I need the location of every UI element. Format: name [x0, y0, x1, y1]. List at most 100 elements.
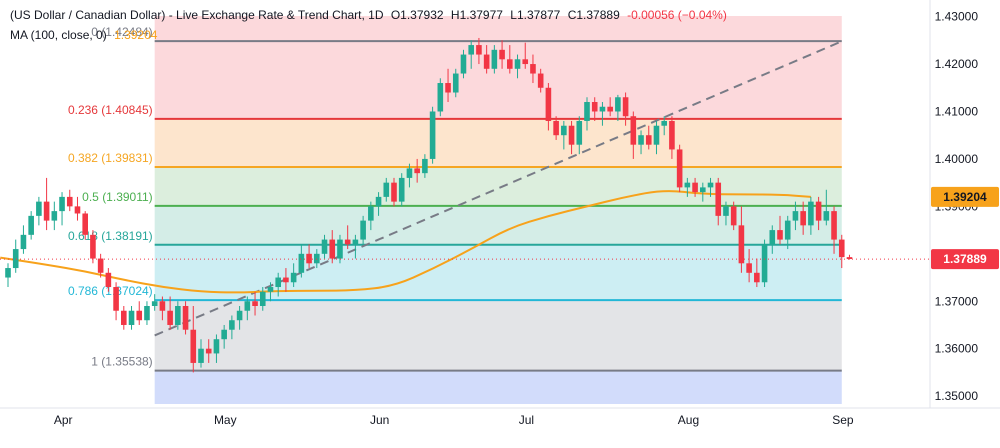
candle-body [414, 168, 420, 174]
candle-body [754, 272, 760, 283]
candle-body [406, 168, 413, 178]
candle [730, 201, 737, 231]
candle [290, 263, 297, 288]
candle [700, 182, 706, 202]
candle-body [607, 106, 613, 112]
fib-zone [154, 166, 842, 206]
candle-body [684, 182, 691, 188]
candle [51, 201, 58, 231]
candle [669, 116, 675, 159]
candle-body [738, 225, 745, 264]
fib-level-label: 0.382 (1.39831) [68, 151, 153, 165]
candle-body [561, 125, 567, 136]
candle [507, 45, 513, 74]
price-tick-label: 1.36000 [935, 342, 979, 356]
candle [205, 339, 212, 363]
ma-price-tag-label: 1.39204 [943, 190, 987, 204]
candle [298, 244, 305, 278]
ma-legend-label: MA (100, close, 0) [10, 28, 107, 42]
candle-body [383, 182, 390, 197]
candle [159, 296, 166, 321]
ma-legend[interactable]: MA (100, close, 0) 1.39204 [10, 28, 161, 42]
candle [476, 37, 482, 65]
candle [622, 92, 629, 126]
candle-body [82, 213, 88, 235]
candle-body [584, 102, 590, 121]
candle [198, 339, 204, 368]
candle [175, 301, 181, 330]
candle-body [700, 187, 706, 193]
fib-level-label: 0.5 (1.39011) [82, 190, 153, 204]
candle-body [252, 301, 258, 306]
candle-body [576, 120, 583, 145]
candle [607, 97, 613, 117]
candle-body [182, 306, 189, 330]
candle [221, 324, 227, 349]
candle-body [429, 111, 436, 159]
candle-body [537, 73, 544, 88]
candle-body [290, 272, 297, 283]
candle-body [730, 206, 737, 226]
candle-body [669, 120, 675, 150]
candle-body [283, 277, 289, 283]
candle-body [321, 239, 328, 254]
price-axis[interactable]: 1.430001.420001.410001.400001.390001.380… [929, 0, 999, 408]
candle [553, 116, 559, 140]
candle [391, 177, 397, 207]
candle [167, 296, 173, 330]
candle [352, 234, 359, 259]
time-tick-label: Jul [519, 413, 534, 427]
candle-body [507, 59, 513, 69]
candle [638, 130, 644, 155]
candle-body [707, 182, 714, 188]
candle [190, 306, 197, 373]
candle-body [391, 182, 397, 202]
candle [344, 225, 351, 250]
candle-body [823, 211, 830, 221]
candle-body [568, 125, 575, 145]
candle-body [715, 182, 722, 216]
fib-zone [154, 118, 842, 167]
candle-body [831, 211, 837, 240]
candle [800, 201, 806, 235]
candle [437, 78, 444, 117]
candle-body [777, 230, 783, 240]
candle-body [151, 301, 158, 306]
candle [360, 215, 366, 245]
candle-body [221, 329, 227, 340]
fibonacci-zones [154, 16, 842, 404]
chart-header: (US Dollar / Canadian Dollar) - Live Exc… [10, 8, 731, 22]
time-tick-label: Jun [370, 413, 389, 427]
candle [74, 196, 81, 221]
candle [12, 239, 19, 273]
candle [275, 272, 281, 297]
candle [576, 116, 583, 155]
candle-body [36, 201, 42, 216]
candle [792, 201, 799, 231]
candle [252, 291, 258, 316]
low-value: L1.37877 [510, 8, 561, 22]
candle [283, 268, 289, 292]
time-tick-label: Aug [678, 413, 699, 427]
candle-body [422, 158, 428, 174]
candle [838, 234, 845, 269]
time-axis[interactable]: Apr May Jun Jul Aug Sep [0, 407, 1000, 427]
candle-body [43, 201, 50, 221]
price-tick-label: 1.40000 [935, 152, 979, 166]
candle-body [205, 348, 212, 354]
candle-body [437, 83, 444, 112]
candle [398, 173, 405, 207]
fib-zone [154, 41, 842, 119]
candle-body [653, 125, 660, 145]
fib-zone [154, 16, 842, 42]
candle [684, 177, 691, 197]
candle [121, 306, 127, 330]
time-tick-label: May [214, 413, 237, 427]
candle-body [198, 348, 204, 363]
candle-body [144, 306, 150, 321]
candle-body [846, 257, 853, 260]
candle-body [522, 59, 529, 65]
candle-body [267, 287, 274, 292]
candle [846, 254, 853, 260]
